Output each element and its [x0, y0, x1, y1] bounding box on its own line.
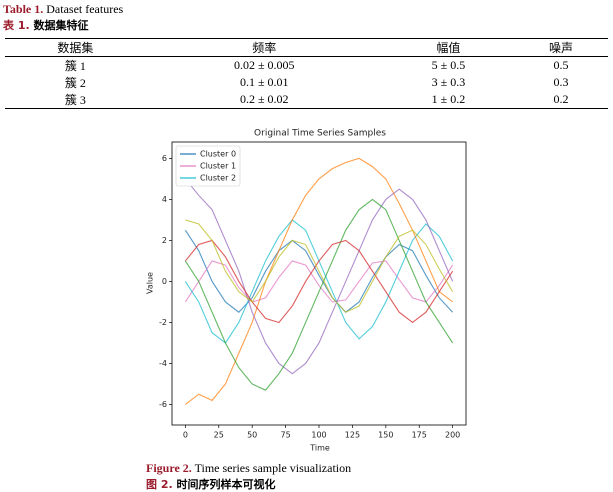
header-row: 数据集 频率 幅值 噪声: [5, 38, 608, 57]
y-tick-label: 0: [162, 277, 167, 286]
x-tick-label: 125: [345, 431, 360, 440]
series-line: [184, 198, 454, 391]
table-title-zh: 数据集特征: [33, 19, 89, 32]
y-tick-label: -4: [159, 359, 167, 368]
table-title: Dataset features: [46, 2, 124, 16]
x-tick-label: 200: [445, 431, 460, 440]
header-cell: 频率: [252, 41, 277, 55]
table-cell: 簇 2: [64, 76, 86, 90]
series-line: [184, 178, 454, 375]
series-line: [185, 157, 453, 405]
table-cell: 3 ± 0.3: [431, 75, 466, 89]
series-line: [185, 219, 454, 313]
series-line: [184, 260, 454, 303]
table-label: Table 1.: [3, 2, 44, 16]
table-caption: Table 1. Dataset features: [3, 2, 123, 17]
table-label-zh: 表 1.: [3, 19, 30, 32]
y-tick-label: -6: [159, 400, 167, 409]
figure-caption: Figure 2. Time series sample visualizati…: [146, 461, 351, 476]
y-axis-label: Value: [146, 272, 155, 294]
x-tick-label: 175: [412, 431, 427, 440]
chart: Original Time Series Samples Time Value …: [146, 129, 467, 453]
header-cell: 数据集: [57, 41, 94, 55]
y-tick-label: 2: [162, 236, 167, 245]
data-table: 数据集 频率 幅值 噪声 簇 1 0.02 ± 0.005 5 ± 0.5 0.5 簇 2 0.…: [5, 38, 608, 109]
legend-label: Cluster 2: [200, 174, 236, 183]
header-cell: 幅值: [436, 41, 461, 55]
figure-title: Time series sample visualization: [194, 461, 352, 475]
table-cell: 0.5: [553, 58, 569, 72]
series-line: [184, 229, 454, 313]
table-caption-zh: 表 1. 数据集特征: [3, 17, 89, 33]
x-tick-label: 150: [378, 431, 393, 440]
y-tick-label: 6: [162, 154, 167, 163]
header-cell: 噪声: [549, 41, 574, 55]
table-cell: 簇 3: [64, 93, 86, 107]
y-tick-label: 4: [162, 195, 167, 204]
x-tick-label: 25: [214, 431, 224, 440]
x-tick-label: 75: [280, 431, 290, 440]
table-row: 簇 3 0.2 ± 0.02 1 ± 0.2 0.2: [5, 91, 608, 109]
figure-caption-zh: 图 2. 时间序列样本可视化: [146, 476, 276, 492]
plot-frame: [171, 141, 467, 426]
table-cell: 0.3: [553, 75, 569, 89]
table-cell: 簇 1: [64, 59, 86, 73]
table-cell: 0.2 ± 0.02: [239, 92, 289, 106]
legend-label: Cluster 1: [200, 162, 236, 171]
figure-label-zh: 图 2.: [146, 478, 173, 491]
x-axis-label: Time: [309, 444, 330, 453]
table-cell: 0.2: [553, 92, 569, 106]
y-tick-label: -2: [159, 318, 167, 327]
table-cell: 5 ± 0.5: [431, 58, 466, 72]
series-line: [184, 239, 454, 324]
table-cell: 1 ± 0.2: [431, 92, 466, 106]
x-tick-label: 100: [311, 431, 326, 440]
chart-title: Original Time Series Samples: [254, 129, 386, 139]
legend-label: Cluster 0: [200, 150, 236, 159]
figure-label: Figure 2.: [146, 461, 192, 475]
table-row: 簇 2 0.1 ± 0.01 3 ± 0.3 0.3: [5, 74, 608, 91]
table-cell: 0.02 ± 0.005: [233, 58, 295, 72]
x-tick-label: 0: [183, 431, 188, 440]
series-line: [184, 219, 454, 344]
table-cell: 0.1 ± 0.01: [239, 75, 289, 89]
legend-box: [175, 145, 241, 187]
figure-title-zh: 时间序列样本可视化: [176, 478, 276, 491]
x-tick-label: 50: [247, 431, 257, 440]
table-row: 簇 1 0.02 ± 0.005 5 ± 0.5 0.5: [5, 57, 608, 75]
